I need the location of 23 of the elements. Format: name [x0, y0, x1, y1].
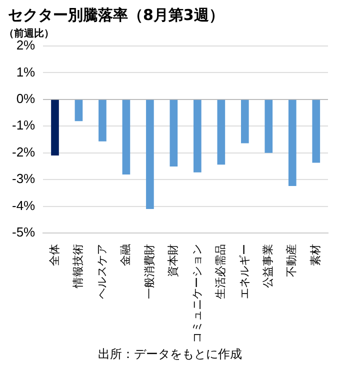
x-tick-label: 情報技術 [72, 244, 85, 289]
x-tick-label: 公益事業 [262, 244, 275, 288]
x-tick-label: 全体 [48, 244, 61, 266]
x-tick-label: 金融 [119, 244, 132, 266]
x-tick-label: コミュニケーション [190, 244, 204, 343]
y-tick-label: 1% [16, 64, 36, 80]
y-tick-label: -4% [12, 198, 36, 213]
x-tick-label: 素材 [308, 244, 322, 266]
chart-title: セクター別騰落率（8月第3週） [7, 5, 225, 26]
text: 出所：データをもとに作成 [97, 346, 243, 363]
x-tick-label: 生活必需品 [214, 244, 228, 299]
x-tick-label: 不動産 [285, 244, 298, 277]
y-tick-label: -2% [12, 144, 36, 160]
x-tick-label: 資本財 [166, 244, 180, 277]
x-tick-label: ヘルスケア [95, 244, 108, 299]
y-axis-title: （前週比） [4, 28, 54, 40]
y-tick-label: -5% [12, 224, 36, 240]
y-tick-label: -1% [12, 118, 36, 133]
y-tick-label: 2% [16, 38, 36, 53]
y-tick-label: -3% [12, 171, 36, 186]
y-tick-label: 0% [16, 91, 36, 106]
x-tick-label: 一般消費財 [142, 244, 156, 299]
x-tick-label: エネルギー [238, 244, 251, 299]
